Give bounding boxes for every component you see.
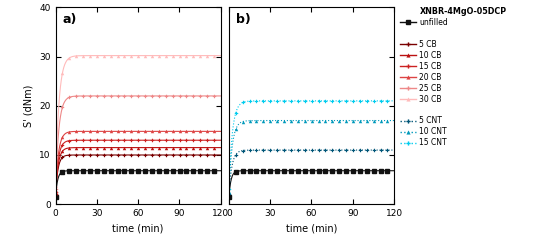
Text: b): b) [235,13,250,26]
Legend: XNBR-4MgO-05DCP, unfilled, , 5 CB, 10 CB, 15 CB, 20 CB, 25 CB, 30 CB, , 5 CNT, 1: XNBR-4MgO-05DCP, unfilled, , 5 CB, 10 CB… [400,7,507,147]
X-axis label: time (min): time (min) [112,224,164,234]
Y-axis label: S' (dNm): S' (dNm) [23,85,34,127]
X-axis label: time (min): time (min) [286,224,337,234]
Text: a): a) [62,13,77,26]
